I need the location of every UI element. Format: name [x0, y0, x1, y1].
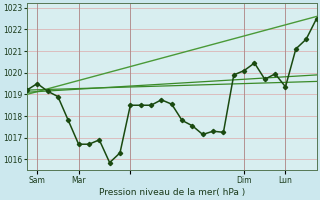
X-axis label: Pression niveau de la mer( hPa ): Pression niveau de la mer( hPa ) [99, 188, 245, 197]
